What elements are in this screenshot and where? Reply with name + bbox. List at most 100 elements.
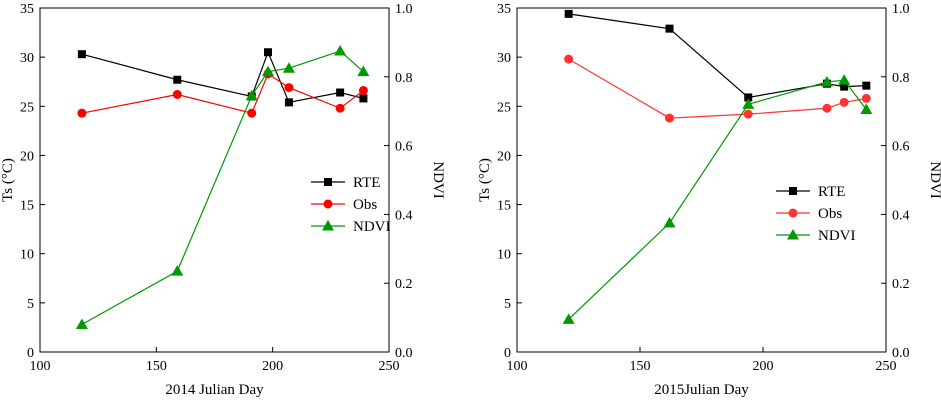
y2-axis-label: NDVI	[927, 161, 941, 199]
y-axis-label: Ts (°C)	[477, 158, 493, 202]
legend-marker-rte	[789, 187, 797, 195]
data-point-obs	[564, 54, 574, 64]
y-tick-label: 25	[497, 100, 511, 115]
x-tick-label: 100	[30, 359, 51, 374]
data-point-rte	[840, 82, 849, 91]
data-point-ndvi	[171, 265, 184, 276]
y-tick-label: 20	[497, 149, 511, 164]
x-tick-label: 150	[630, 359, 651, 374]
legend-item-obs: Obs	[311, 197, 377, 213]
data-point-rte	[359, 94, 368, 103]
x-tick-label: 250	[379, 359, 400, 374]
data-point-obs	[77, 108, 87, 118]
legend-marker-obs	[323, 199, 333, 209]
legend: RTE Obs NDVI	[311, 175, 391, 235]
series-line-obs	[568, 58, 867, 119]
y-tick-label: 15	[497, 199, 511, 214]
legend-item-rte: RTE	[311, 175, 380, 191]
data-point-rte	[862, 81, 871, 90]
data-point-ndvi	[262, 65, 275, 77]
y-axis-label: Ts (°C)	[0, 158, 16, 202]
y2-tick-label: 0.2	[892, 277, 910, 292]
legend-marker-ndvi	[322, 220, 334, 231]
y-tick-label: 5	[504, 297, 511, 312]
data-point-ndvi	[245, 89, 258, 101]
data-point-obs	[247, 108, 257, 118]
y2-tick-label: 1.0	[892, 2, 910, 17]
series-line-ndvi	[81, 50, 364, 326]
data-point-ndvi	[820, 75, 833, 87]
legend-label-rte: RTE	[818, 184, 845, 200]
y-tick-label: 35	[20, 2, 34, 17]
y2-tick-label: 0.6	[395, 140, 413, 155]
data-point-obs	[335, 103, 345, 113]
y2-tick-label: 0.8	[395, 71, 413, 86]
data-point-rte	[173, 75, 182, 84]
data-point-ndvi	[860, 103, 873, 114]
y2-tick-label: 0.0	[395, 346, 413, 361]
x-tick-label: 200	[753, 359, 774, 374]
y2-tick-label: 0.4	[892, 208, 910, 223]
plot-marks	[562, 9, 873, 324]
x-tick-label: 150	[146, 359, 167, 374]
legend-label-obs: Obs	[818, 206, 842, 222]
data-point-rte	[77, 50, 86, 59]
data-point-obs	[172, 89, 182, 99]
data-point-ndvi	[357, 65, 370, 77]
series-line-rte	[81, 50, 364, 104]
y2-tick-label: 1.0	[395, 2, 413, 17]
legend-marker-rte	[324, 178, 332, 186]
y-tick-label: 35	[497, 2, 511, 17]
legend-marker-ndvi	[787, 229, 799, 240]
chart-panel-2014: 100 150 200 250 0 5 10 15 20 25 30 35 0.0 0.2 0.4 0.6 0.…	[0, 2, 446, 398]
data-point-rte	[264, 48, 273, 57]
data-point-ndvi	[75, 318, 88, 329]
data-point-obs	[743, 109, 753, 119]
x-axis-label: 2015Julian Day	[654, 382, 749, 398]
chart-panel-2015: 100 150 200 250 0 5 10 15 20 25 30 35 0.0 0.2 0.4 0.6 0.…	[477, 2, 941, 398]
data-point-rte	[564, 9, 573, 18]
legend-label-ndvi: NDVI	[353, 219, 391, 235]
legend-label-ndvi: NDVI	[818, 228, 856, 244]
y-tick-label: 15	[20, 199, 34, 214]
x-tick-label: 100	[507, 359, 528, 374]
y-tick-label: 0	[27, 346, 34, 361]
legend: RTE Obs NDVI	[776, 184, 856, 244]
plot-frame	[516, 7, 887, 353]
legend-label-obs: Obs	[353, 197, 377, 213]
data-point-rte	[336, 88, 345, 97]
y-tick-label: 10	[20, 248, 34, 263]
x-axis-label: 2014 Julian Day	[165, 382, 264, 398]
data-point-rte	[665, 24, 674, 33]
data-point-obs	[358, 86, 368, 96]
y-tick-label: 30	[497, 51, 511, 66]
legend-item-ndvi: NDVI	[776, 228, 856, 244]
y2-tick-label: 0.2	[395, 277, 413, 292]
series-line-obs	[81, 72, 364, 114]
data-point-ndvi	[742, 98, 755, 109]
y2-tick-label: 0.0	[892, 346, 910, 361]
legend-label-rte: RTE	[353, 175, 380, 191]
series-line-ndvi	[568, 79, 867, 320]
y-tick-label: 25	[20, 100, 34, 115]
x-tick-label: 250	[876, 359, 897, 374]
data-point-ndvi	[282, 62, 295, 73]
y-tick-label: 0	[504, 346, 511, 361]
x-tick-label: 200	[262, 359, 283, 374]
data-point-ndvi	[334, 45, 347, 56]
y-tick-label: 10	[497, 248, 511, 263]
data-point-rte	[284, 98, 293, 107]
legend-marker-obs	[788, 208, 798, 218]
y2-tick-label: 0.4	[395, 208, 413, 223]
legend-item-ndvi: NDVI	[311, 219, 391, 235]
y-tick-label: 20	[20, 149, 34, 164]
data-point-obs	[665, 113, 675, 123]
data-point-ndvi	[838, 74, 851, 85]
y2-tick-label: 0.6	[892, 140, 910, 155]
plot-marks	[75, 45, 370, 329]
data-point-obs	[822, 103, 832, 113]
data-point-ndvi	[562, 313, 575, 324]
y-tick-label: 30	[20, 51, 34, 66]
data-point-rte	[744, 93, 753, 102]
